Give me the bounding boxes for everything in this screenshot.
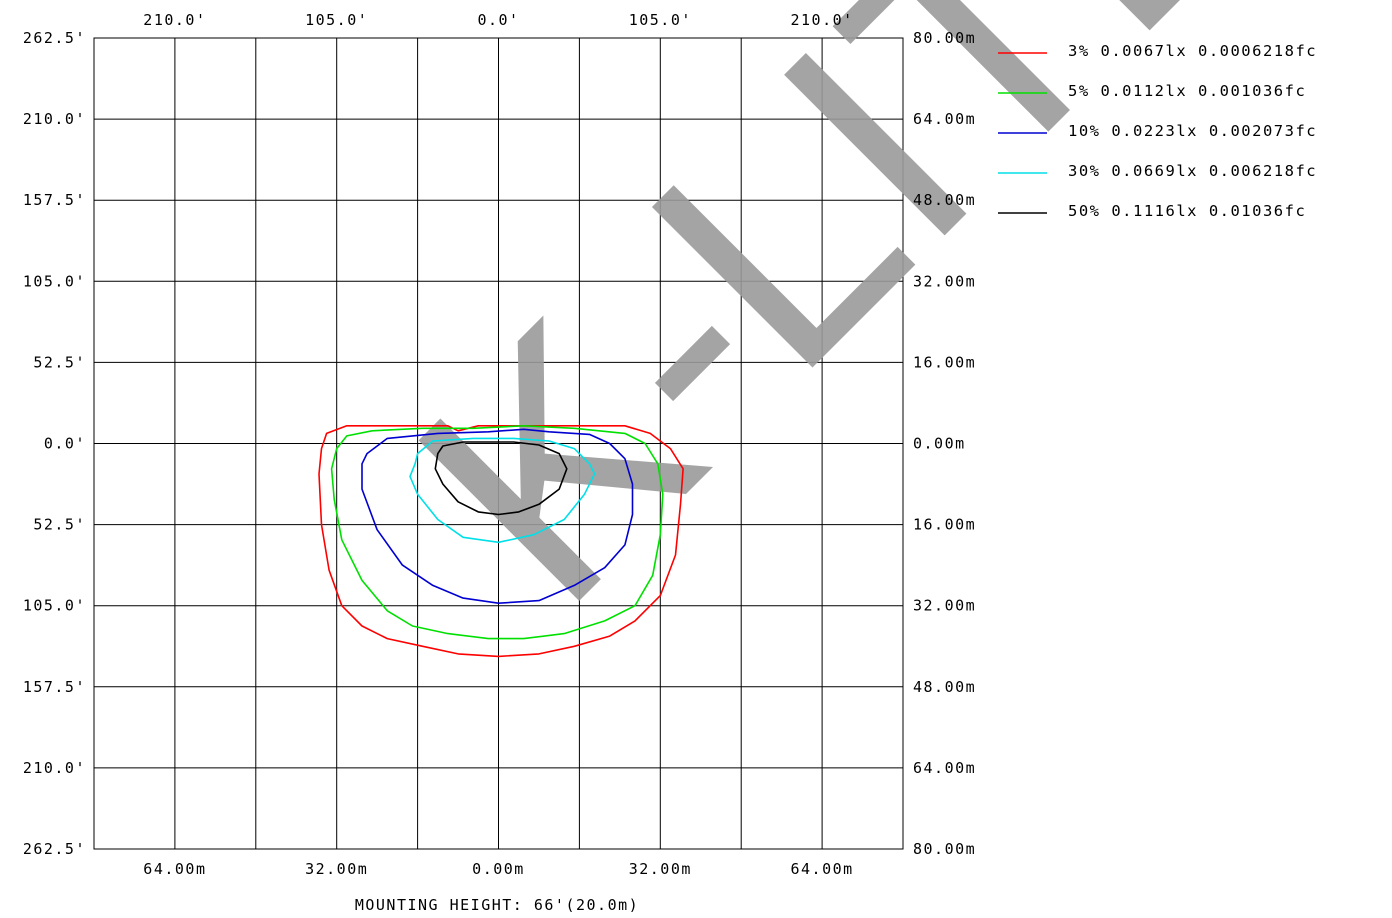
right-tick-label: 64.00m bbox=[913, 110, 976, 128]
top-tick-label: 105.0' bbox=[629, 11, 692, 29]
top-tick-label: 210.0' bbox=[791, 11, 854, 29]
right-tick-label: 0.00m bbox=[913, 435, 966, 453]
left-tick-label: 262.5' bbox=[23, 29, 86, 47]
left-tick-label: 52.5' bbox=[33, 516, 86, 534]
watermark-layer: K-LITE bbox=[349, 0, 1336, 669]
grid bbox=[93, 37, 904, 850]
legend: 3% 0.0067lx 0.0006218fc 5% 0.0112lx 0.00… bbox=[998, 42, 1317, 220]
mounting-height-caption: MOUNTING HEIGHT: 66'(20.0m) bbox=[355, 896, 639, 914]
right-tick-label: 48.00m bbox=[913, 191, 976, 209]
bottom-tick-label: 32.00m bbox=[305, 860, 368, 878]
left-tick-label: 210.0' bbox=[23, 759, 86, 777]
contours bbox=[318, 424, 684, 658]
top-tick-label: 210.0' bbox=[143, 11, 206, 29]
left-tick-label: 52.5' bbox=[33, 353, 86, 371]
right-tick-label: 32.00m bbox=[913, 272, 976, 290]
legend-label: 10% 0.0223lx 0.002073fc bbox=[1068, 122, 1317, 140]
right-tick-label: 32.00m bbox=[913, 597, 976, 615]
legend-label: 30% 0.0669lx 0.006218fc bbox=[1068, 162, 1317, 180]
bottom-tick-label: 64.00m bbox=[791, 860, 854, 878]
legend-label: 3% 0.0067lx 0.0006218fc bbox=[1068, 42, 1317, 60]
right-tick-label: 80.00m bbox=[913, 840, 976, 858]
left-tick-label: 105.0' bbox=[23, 597, 86, 615]
left-tick-label: 105.0' bbox=[23, 272, 86, 290]
left-tick-label: 210.0' bbox=[23, 110, 86, 128]
left-tick-label: 262.5' bbox=[23, 840, 86, 858]
top-tick-label: 0.0' bbox=[477, 11, 519, 29]
right-tick-label: 80.00m bbox=[913, 29, 976, 47]
right-tick-label: 64.00m bbox=[913, 759, 976, 777]
right-tick-label: 16.00m bbox=[913, 353, 976, 371]
legend-label: 5% 0.0112lx 0.001036fc bbox=[1068, 82, 1306, 100]
bottom-tick-label: 0.00m bbox=[472, 860, 525, 878]
contour-line bbox=[330, 424, 664, 640]
contour-line bbox=[434, 441, 568, 516]
left-tick-label: 157.5' bbox=[23, 678, 86, 696]
watermark: K-LITE bbox=[349, 0, 1336, 669]
ticks: 210.0' 105.0' 0.0' 105.0' 210.0' 64.00m 32.00m… bbox=[23, 11, 976, 878]
left-tick-label: 157.5' bbox=[23, 191, 86, 209]
contour-line bbox=[409, 437, 596, 544]
legend-label: 50% 0.1116lx 0.01036fc bbox=[1068, 202, 1306, 220]
left-tick-label: 0.0' bbox=[44, 435, 86, 453]
bottom-tick-label: 32.00m bbox=[629, 860, 692, 878]
right-tick-label: 48.00m bbox=[913, 678, 976, 696]
right-tick-label: 16.00m bbox=[913, 516, 976, 534]
contour-line bbox=[361, 428, 634, 605]
top-tick-label: 105.0' bbox=[305, 11, 368, 29]
bottom-tick-label: 64.00m bbox=[143, 860, 206, 878]
